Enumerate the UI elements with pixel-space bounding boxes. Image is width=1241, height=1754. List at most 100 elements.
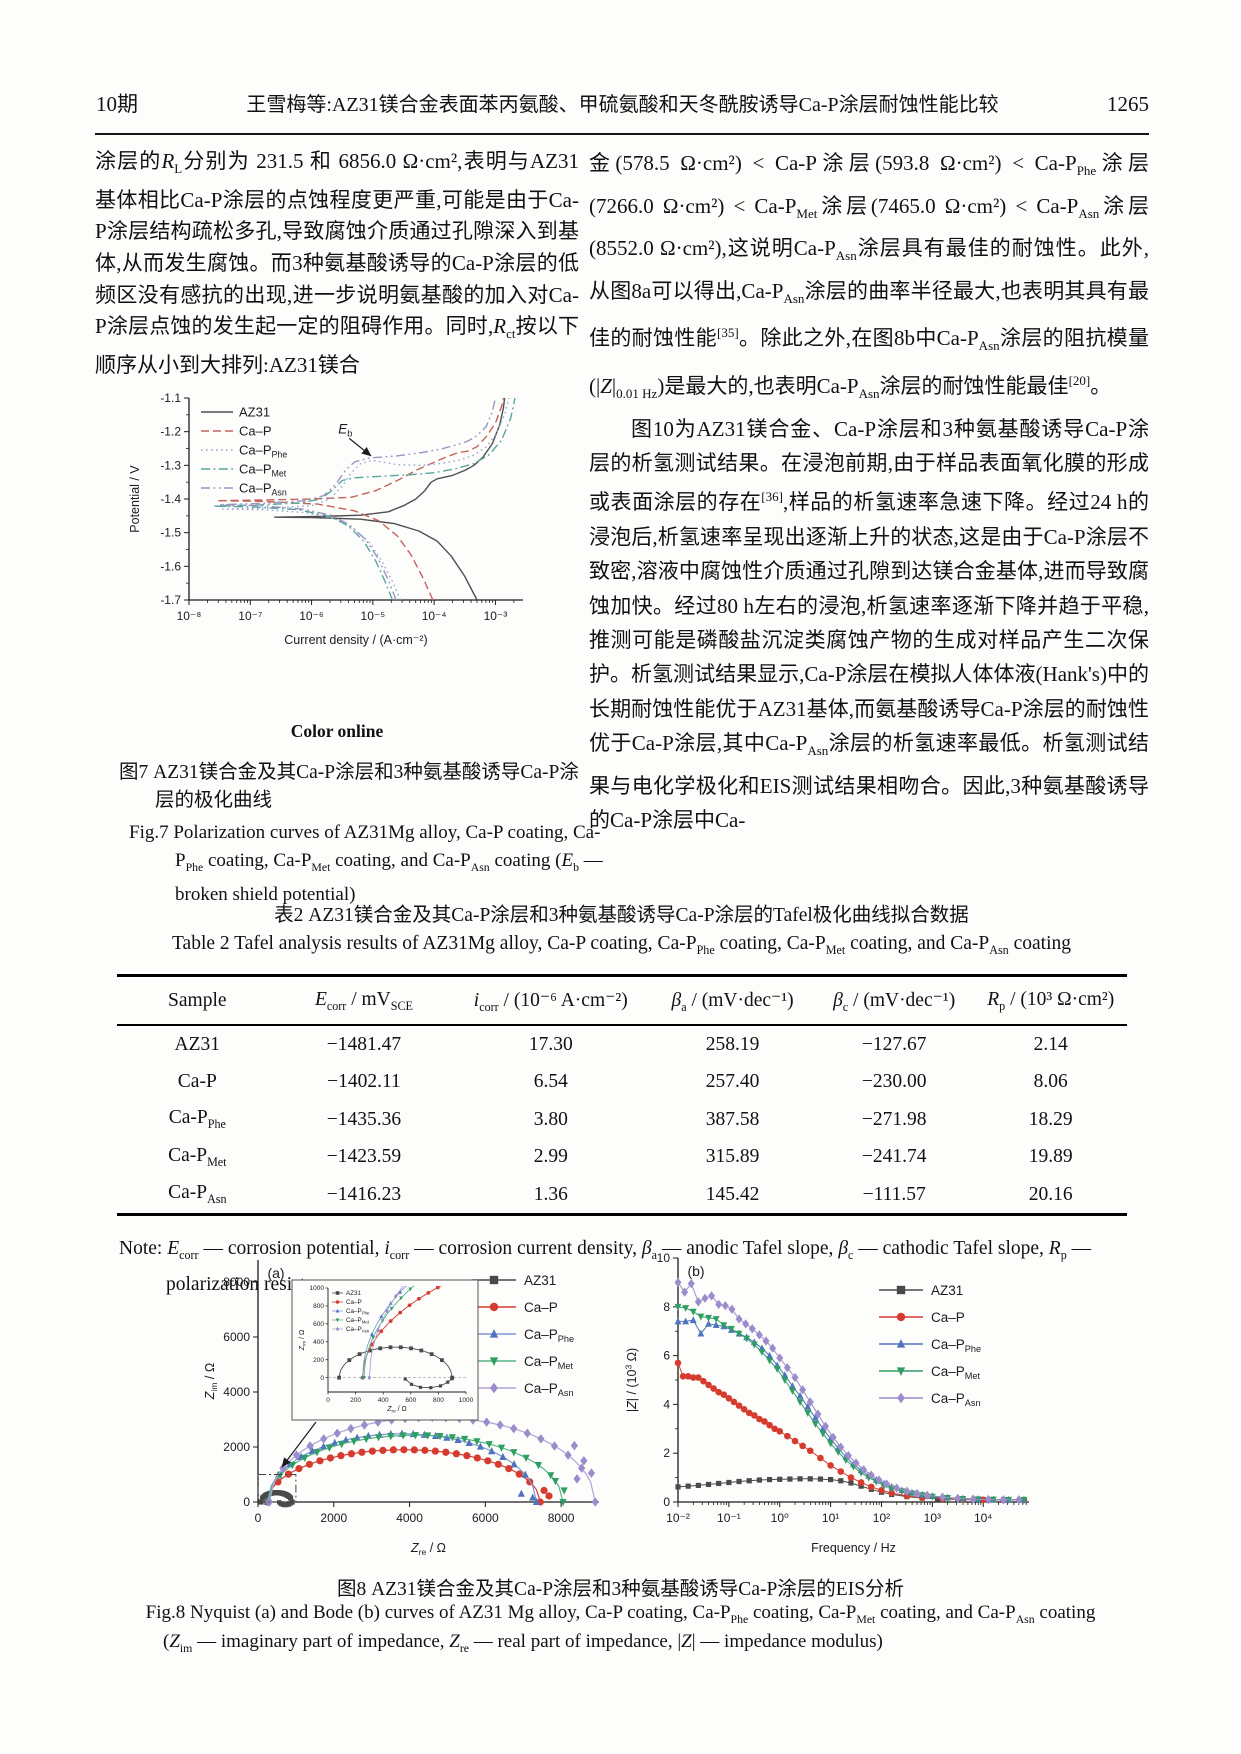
svg-text:-1.5: -1.5 bbox=[160, 525, 181, 539]
t2-cell: 17.30 bbox=[528, 1033, 573, 1055]
svg-text:Ca–PPhe: Ca–PPhe bbox=[524, 1327, 574, 1344]
svg-text:6: 6 bbox=[663, 1349, 670, 1363]
svg-text:Ca–P: Ca–P bbox=[239, 423, 272, 438]
svg-text:6000: 6000 bbox=[223, 1330, 250, 1344]
svg-text:Ca–P: Ca–P bbox=[524, 1300, 558, 1315]
svg-text:Ca–PPhe: Ca–PPhe bbox=[346, 1308, 370, 1315]
color-online-label: Color online bbox=[290, 720, 384, 741]
svg-text:2000: 2000 bbox=[320, 1511, 347, 1525]
t2-col-header-0: Sample bbox=[116, 975, 279, 1026]
svg-text:0: 0 bbox=[326, 1397, 330, 1404]
t2-cell: 2.99 bbox=[533, 1146, 568, 1168]
svg-text:(b): (b) bbox=[687, 1263, 704, 1279]
t2-cell: −127.67 bbox=[861, 1033, 927, 1055]
table-row: Ca-PMet −1423.59 2.99 315.89 −241.74 19.89 bbox=[117, 1138, 1127, 1176]
svg-text:-1.3: -1.3 bbox=[160, 458, 181, 472]
svg-text:2000: 2000 bbox=[223, 1440, 250, 1454]
svg-text:10³: 10³ bbox=[924, 1511, 941, 1525]
t2-cell: −1423.59 bbox=[326, 1146, 402, 1168]
svg-text:800: 800 bbox=[313, 1303, 324, 1310]
svg-text:Ca–PPhe: Ca–PPhe bbox=[239, 442, 287, 459]
svg-text:Ca–PMet: Ca–PMet bbox=[239, 461, 287, 478]
svg-text:8000: 8000 bbox=[548, 1511, 575, 1525]
svg-text:600: 600 bbox=[405, 1397, 416, 1404]
svg-text:AZ31: AZ31 bbox=[524, 1273, 556, 1288]
svg-text:10⁻³: 10⁻³ bbox=[484, 609, 508, 623]
svg-text:0: 0 bbox=[255, 1511, 262, 1525]
t2-cell: 258.19 bbox=[705, 1033, 760, 1055]
svg-text:10²: 10² bbox=[873, 1511, 890, 1525]
svg-text:Ca–PMet: Ca–PMet bbox=[931, 1364, 981, 1381]
t2-col-header-1: Ecorr / mVSCE bbox=[278, 975, 450, 1026]
t2-cell: 145.42 bbox=[705, 1183, 760, 1205]
svg-text:0: 0 bbox=[243, 1495, 250, 1509]
fig8b-bode-chart: 10⁻² 10⁻¹ 10⁰ 10¹ 10² 10³ 10⁴ 0 2 4 6 8 10 Frequency … bbox=[623, 1251, 1029, 1555]
svg-text:800: 800 bbox=[433, 1397, 444, 1404]
svg-text:10⁻⁸: 10⁻⁸ bbox=[177, 609, 202, 623]
svg-text:Zre / Ω: Zre / Ω bbox=[410, 1541, 446, 1557]
t2-cell: AZ31 bbox=[174, 1033, 221, 1055]
t2-cell: Ca-PAsn bbox=[168, 1182, 227, 1206]
svg-text:Potential / V: Potential / V bbox=[128, 464, 142, 532]
svg-text:-1.4: -1.4 bbox=[160, 492, 181, 506]
t2-col-header-4: βc / (mV·dec⁻¹) bbox=[813, 975, 975, 1026]
right-column: 金(578.5 Ω·cm²) < Ca-P涂层(593.8 Ω·cm²) < C… bbox=[589, 146, 1149, 838]
svg-text:200: 200 bbox=[313, 1357, 324, 1364]
svg-text:(a): (a) bbox=[267, 1265, 284, 1281]
svg-text:8000: 8000 bbox=[223, 1275, 250, 1289]
svg-text:600: 600 bbox=[313, 1321, 324, 1328]
fig8-caption-en-2: (Zim — imaginary part of impedance, Zre … bbox=[163, 1631, 883, 1655]
svg-text:Ca–PMet: Ca–PMet bbox=[346, 1317, 370, 1324]
svg-text:-1.1: -1.1 bbox=[160, 391, 181, 405]
header-rule bbox=[95, 133, 1149, 135]
svg-text:1000: 1000 bbox=[459, 1397, 474, 1404]
svg-text:-1.7: -1.7 bbox=[160, 593, 181, 607]
t2-cell: 3.80 bbox=[533, 1108, 568, 1130]
svg-text:AZ31: AZ31 bbox=[239, 404, 270, 419]
svg-text:-1.2: -1.2 bbox=[160, 424, 181, 438]
t2-col-header-2: icorr / (10⁻⁶ A·cm⁻²) bbox=[449, 975, 652, 1026]
svg-text:8: 8 bbox=[663, 1300, 670, 1314]
fig7-caption-cn: 图7 AZ31镁合金及其Ca-P涂层和3种氨基酸诱导Ca-P涂层的极化曲线 bbox=[119, 762, 579, 812]
svg-text:AZ31: AZ31 bbox=[931, 1283, 963, 1298]
right-paragraph-1: 金(578.5 Ω·cm²) < Ca-P涂层(593.8 Ω·cm²) < C… bbox=[589, 151, 1150, 402]
svg-text:10⁴: 10⁴ bbox=[974, 1511, 993, 1525]
svg-text:10⁻⁷: 10⁻⁷ bbox=[238, 609, 262, 623]
t2-cell: 2.14 bbox=[1033, 1033, 1068, 1055]
svg-text:6000: 6000 bbox=[472, 1511, 499, 1525]
svg-text:0: 0 bbox=[663, 1495, 670, 1509]
table-row: AZ31 −1481.47 17.30 258.19 −127.67 2.14 bbox=[117, 1025, 1127, 1064]
svg-text:4: 4 bbox=[663, 1397, 670, 1411]
t2-cell: 6.54 bbox=[533, 1071, 568, 1093]
t2-cell: −1481.47 bbox=[326, 1033, 402, 1055]
svg-text:10: 10 bbox=[657, 1251, 671, 1265]
svg-text:2: 2 bbox=[663, 1446, 670, 1460]
svg-text:10⁻⁵: 10⁻⁵ bbox=[361, 609, 386, 623]
left-column: 涂层的RL分别为 231.5 和 6856.0 Ω·cm²,表明与AZ31基体相… bbox=[95, 146, 603, 908]
svg-text:0: 0 bbox=[320, 1375, 324, 1382]
svg-text:AZ31: AZ31 bbox=[346, 1290, 362, 1297]
svg-text:10⁰: 10⁰ bbox=[771, 1511, 789, 1525]
svg-text:400: 400 bbox=[378, 1397, 389, 1404]
table2: Sample Ecorr / mVSCE icorr / (10⁻⁶ A·cm⁻²)… bbox=[116, 973, 1127, 1217]
svg-text:Ca–PMet: Ca–PMet bbox=[524, 1354, 574, 1371]
t2-cell: 315.89 bbox=[705, 1146, 760, 1168]
t2-col-header-3: βa / (mV·dec⁻¹) bbox=[651, 975, 814, 1026]
svg-text:-1.6: -1.6 bbox=[160, 559, 181, 573]
table2-header-row: Sample Ecorr / mVSCE icorr / (10⁻⁶ A·cm⁻²)… bbox=[116, 975, 1127, 1026]
svg-text:Current density / (A·cm⁻²): Current density / (A·cm⁻²) bbox=[284, 633, 427, 647]
page-number: 1265 bbox=[1107, 92, 1149, 116]
svg-text:10¹: 10¹ bbox=[822, 1511, 839, 1525]
t2-cell: 387.58 bbox=[705, 1108, 760, 1130]
svg-text:Ca–PAsn: Ca–PAsn bbox=[239, 480, 287, 497]
t2-cell: −111.57 bbox=[862, 1183, 926, 1205]
table2-note: Note: Ecorr — corrosion potential, icorr… bbox=[119, 1238, 1092, 1296]
left-paragraph: 涂层的RL分别为 231.5 和 6856.0 Ω·cm²,表明与AZ31基体相… bbox=[95, 149, 580, 377]
table2-title-en: Table 2 Tafel analysis results of AZ31Mg… bbox=[171, 933, 1071, 957]
svg-text:Frequency / Hz: Frequency / Hz bbox=[811, 1541, 896, 1555]
right-paragraph-2: 图10为AZ31镁合金、Ca-P涂层和3种氨基酸诱导Ca-P涂层的析氢测试结果。… bbox=[589, 416, 1150, 833]
t2-cell: −230.00 bbox=[861, 1071, 927, 1093]
t2-cell: 8.06 bbox=[1033, 1071, 1068, 1093]
fig7-chart: -1.1 -1.2 -1.3 -1.4 -1.5 -1.6 -1.7 10⁻⁸ 10⁻⁷ 10⁻⁶… bbox=[128, 391, 523, 647]
